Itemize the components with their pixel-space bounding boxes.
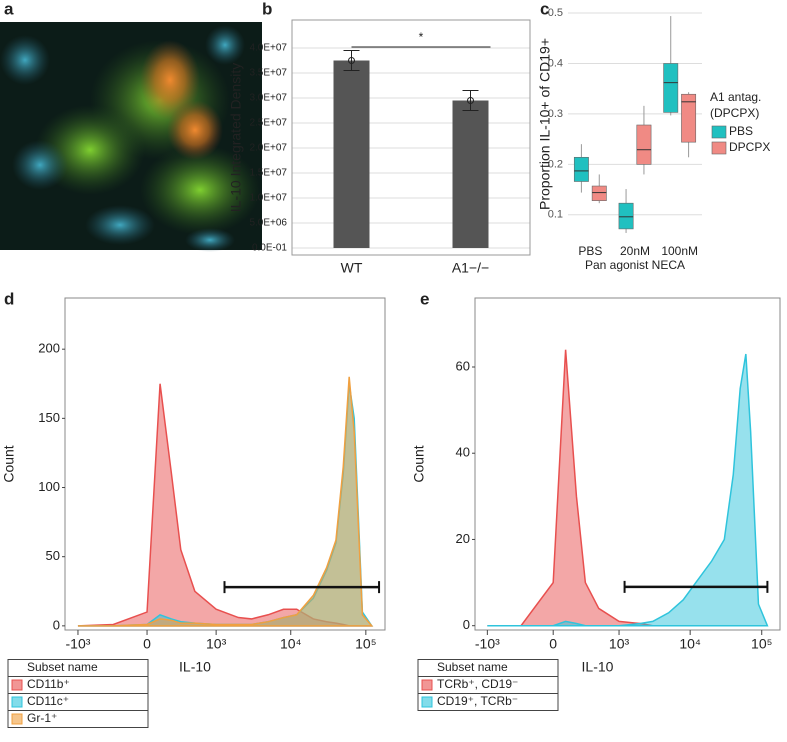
y-tick-label: 5.0E+06 xyxy=(249,218,287,229)
panel-label: b xyxy=(262,0,272,18)
y-tick-label: 150 xyxy=(38,410,60,425)
x-tick-label: 10³ xyxy=(609,636,630,652)
box xyxy=(618,202,634,230)
legend-label: DPCPX xyxy=(729,140,770,154)
y-tick-label: 2.5E+07 xyxy=(249,118,287,129)
box xyxy=(591,185,607,201)
y-tick-label: 0.5 xyxy=(548,7,563,19)
legend-cell xyxy=(417,693,559,711)
y-tick-label: 60 xyxy=(456,358,470,373)
x-axis-label: IL-10 xyxy=(582,659,614,675)
legend-cell xyxy=(7,710,149,728)
x-tick-label: 10⁵ xyxy=(355,636,376,652)
legend-label: PBS xyxy=(729,124,753,138)
panel-label: c xyxy=(540,0,549,18)
legend-swatch xyxy=(11,679,23,691)
legend-swatch xyxy=(711,141,727,155)
x-tick-label: 20nM xyxy=(620,244,650,258)
legend-header xyxy=(417,659,559,677)
x-tick-label: 0 xyxy=(549,636,557,652)
legend-label: TCRb⁺, CD19⁻ xyxy=(437,677,518,691)
mean-point xyxy=(467,97,474,104)
box xyxy=(636,124,652,165)
y-tick-label: 50 xyxy=(46,548,60,563)
box xyxy=(681,93,697,143)
plot-bg xyxy=(568,8,702,240)
y-axis-label: IL-10 Integrated Density xyxy=(228,63,244,212)
bar xyxy=(333,60,370,248)
y-axis-label: Count xyxy=(1,445,17,482)
legend-title: Subset name xyxy=(437,660,508,674)
significance: * xyxy=(419,30,424,44)
mean-point xyxy=(348,57,355,64)
legend-title: (DPCPX) xyxy=(710,106,759,120)
y-tick-label: 2.0E+07 xyxy=(249,143,287,154)
y-tick-label: 0.2 xyxy=(548,158,563,170)
legend-swatch xyxy=(711,125,727,139)
plot-frame xyxy=(64,297,386,631)
y-tick-label: 0 xyxy=(53,617,60,632)
x-tick-label: 10⁴ xyxy=(280,636,302,652)
panel-label: e xyxy=(420,289,429,308)
y-tick-label: 0.3 xyxy=(548,108,563,120)
legend-swatch xyxy=(11,713,23,725)
y-tick-label: 0.1 xyxy=(548,209,563,221)
histogram-area xyxy=(487,353,769,627)
legend-label: CD11b⁺ xyxy=(27,677,70,691)
y-tick-label: 0.0E-01 xyxy=(252,243,287,254)
y-tick-label: 3.5E+07 xyxy=(249,68,287,79)
plot-frame xyxy=(291,19,531,256)
bar xyxy=(452,100,489,248)
y-tick-label: 20 xyxy=(456,531,470,546)
panel-label: a xyxy=(4,0,14,18)
legend-header xyxy=(7,659,149,677)
legend-swatch xyxy=(11,696,23,708)
y-tick-label: 4.0E+07 xyxy=(249,43,287,54)
micrograph xyxy=(0,22,262,252)
box xyxy=(573,156,589,182)
x-tick-label: 10⁴ xyxy=(679,636,701,652)
y-tick-label: 200 xyxy=(38,341,60,356)
x-tick-label: A1−/− xyxy=(452,260,489,276)
y-tick-label: 40 xyxy=(456,445,470,460)
x-axis-label: Pan agonist NECA xyxy=(585,258,685,272)
x-tick-label: -10³ xyxy=(66,636,91,652)
legend-title: Subset name xyxy=(27,660,98,674)
x-tick-label: -10³ xyxy=(475,636,500,652)
y-tick-label: 3.0E+07 xyxy=(249,93,287,104)
x-tick-label: 10³ xyxy=(206,636,227,652)
legend-swatch xyxy=(421,696,433,708)
y-tick-label: 0 xyxy=(463,617,470,632)
x-tick-label: 100nM xyxy=(661,244,698,258)
y-tick-label: 1.0E+07 xyxy=(249,193,287,204)
y-tick-label: 0.4 xyxy=(548,57,563,69)
plot-frame xyxy=(474,297,781,631)
x-tick-label: 0 xyxy=(143,636,151,652)
legend-label: Gr-1⁺ xyxy=(27,711,57,725)
y-tick-label: 100 xyxy=(38,479,60,494)
y-tick-label: 1.5E+07 xyxy=(249,168,287,179)
panel-label: d xyxy=(4,289,14,308)
histogram-area xyxy=(77,376,374,627)
y-axis-label: Proportion IL-10+ of CD19+ xyxy=(537,38,553,210)
x-tick-label: WT xyxy=(341,260,363,276)
legend-label: CD19⁺, TCRb⁻ xyxy=(437,694,518,708)
legend-title: A1 antag. xyxy=(710,90,761,104)
y-axis-label: Count xyxy=(411,445,427,482)
legend-swatch xyxy=(421,679,433,691)
box xyxy=(663,63,679,113)
x-axis-label: IL-10 xyxy=(179,659,211,675)
x-tick-label: PBS xyxy=(578,244,602,258)
legend-label: CD11c⁺ xyxy=(27,694,69,708)
x-tick-label: 10⁵ xyxy=(751,636,772,652)
